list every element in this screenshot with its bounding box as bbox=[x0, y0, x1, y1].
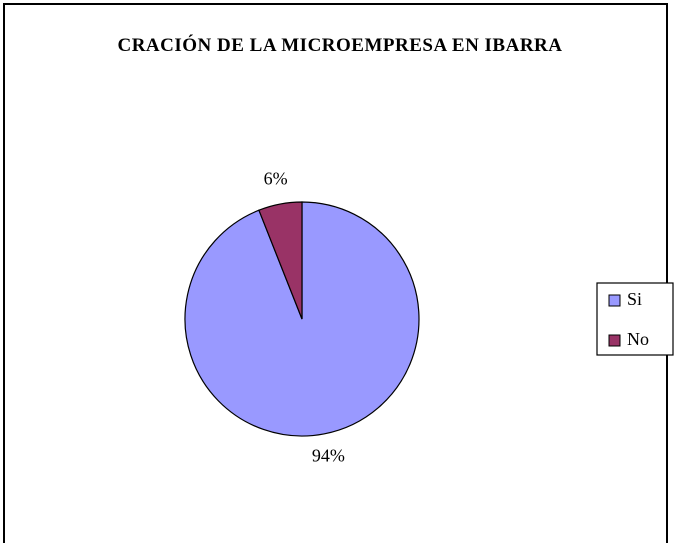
legend-label: Si bbox=[627, 289, 642, 309]
legend: Si No bbox=[596, 282, 674, 356]
pie-slice bbox=[258, 201, 303, 320]
data-label: 6% bbox=[264, 169, 288, 189]
chart-frame bbox=[3, 3, 668, 543]
legend-label: No bbox=[627, 329, 649, 349]
chart-title: CRACIÓN DE LA MICROEMPRESA EN IBARRA bbox=[117, 35, 563, 56]
data-label: 94% bbox=[312, 446, 345, 466]
legend-swatch bbox=[608, 334, 621, 347]
legend-swatch bbox=[608, 294, 621, 307]
chart: 94% 6% Si No bbox=[184, 169, 674, 466]
page: {"chart_data": {"type": "pie", "title": … bbox=[3, 3, 674, 543]
